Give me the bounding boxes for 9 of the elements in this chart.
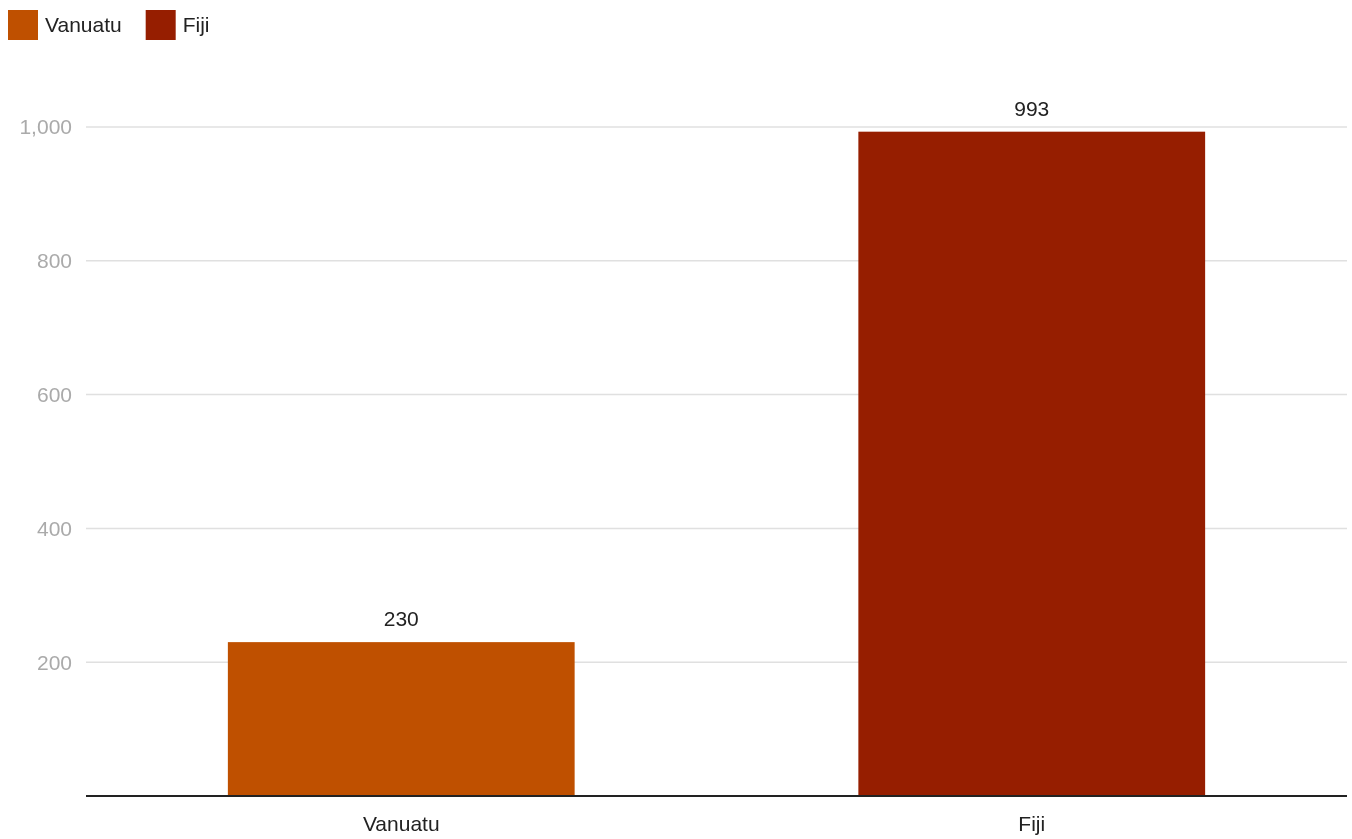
data-label: 230 bbox=[383, 607, 419, 631]
legend-label: Vanuatu bbox=[45, 13, 122, 37]
y-tick-label: 400 bbox=[36, 516, 72, 540]
y-tick-label: 200 bbox=[36, 650, 72, 674]
legend-label: Fiji bbox=[182, 13, 210, 37]
y-tick-label: 800 bbox=[36, 249, 72, 273]
y-tick-label: 1,000 bbox=[19, 115, 72, 139]
data-label: 993 bbox=[1014, 96, 1050, 120]
y-tick-label: 600 bbox=[36, 382, 72, 406]
